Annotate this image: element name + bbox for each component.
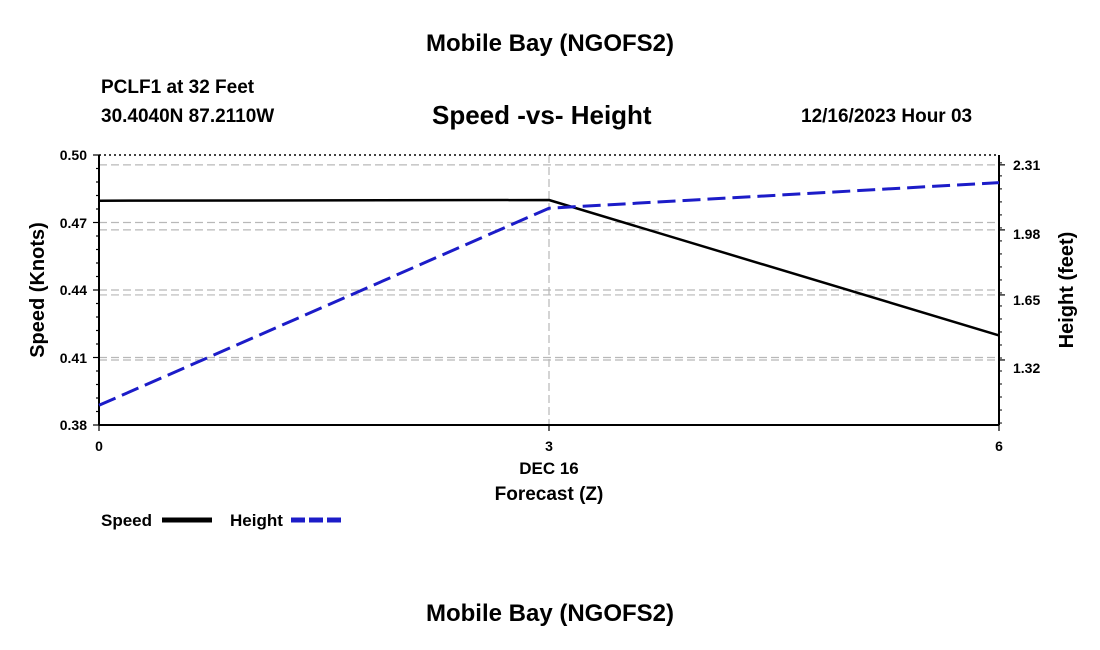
legend: Speed Height (101, 511, 342, 530)
station-label: PCLF1 at 32 Feet (101, 77, 255, 98)
x-axis-label: Forecast (Z) (495, 484, 604, 505)
y-left-tick-label: 0.41 (60, 350, 87, 366)
y-left-axis-label: Speed (Knots) (27, 222, 49, 358)
x-date-label: DEC 16 (519, 459, 579, 478)
chart-title: Speed -vs- Height (432, 100, 652, 130)
y-left-tick-label: 0.44 (60, 282, 87, 298)
series-layer (98, 181, 1000, 407)
minor-ticks (93, 154, 1005, 431)
y-left-tick-label: 0.47 (60, 215, 87, 231)
y-right-axis-label: Height (feet) (1056, 232, 1078, 349)
series-line-height (98, 181, 1000, 407)
speed-height-chart: 0.50 0.47 0.44 0.41 0.38 2.31 1.98 1.65 … (27, 147, 1078, 530)
page-title: Mobile Bay (NGOFS2) (425, 30, 675, 57)
y-right-tick-label: 1.98 (1013, 226, 1040, 242)
y-left-tick-label: 0.50 (60, 147, 87, 163)
x-tick-label: 3 (545, 438, 553, 454)
series-line-speed (98, 198, 1000, 337)
footer-title: Mobile Bay (NGOFS2) (425, 600, 675, 627)
y-left-tick-label: 0.38 (60, 417, 87, 433)
legend-label-speed: Speed (101, 511, 152, 530)
grid-lines (99, 155, 999, 425)
station-coordinates: 30.4040N 87.2110W (101, 106, 275, 127)
y-right-tick-label: 1.65 (1013, 292, 1040, 308)
y-right-tick-label: 1.32 (1013, 360, 1040, 376)
legend-label-height: Height (230, 511, 283, 530)
x-tick-label: 6 (995, 438, 1003, 454)
y-right-tick-label: 2.31 (1013, 157, 1040, 173)
x-tick-label: 0 (95, 438, 103, 454)
forecast-date: 12/16/2023 Hour 03 (801, 106, 973, 127)
